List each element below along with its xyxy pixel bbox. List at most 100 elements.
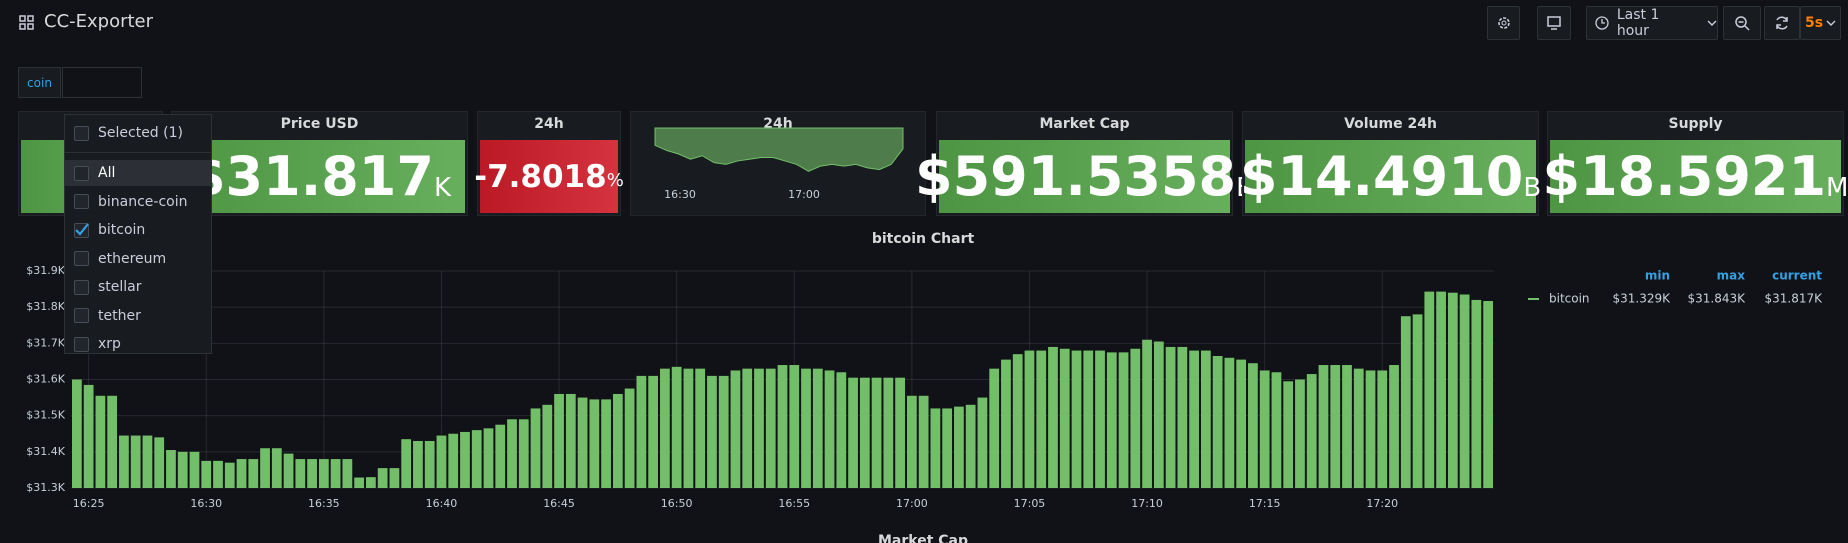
dropdown-option[interactable]: All: [65, 160, 211, 186]
dashboard-title[interactable]: CC-Exporter: [44, 11, 154, 32]
bar: [72, 379, 82, 488]
next-panel-title: Market Cap: [878, 533, 968, 543]
checkbox[interactable]: [74, 279, 89, 295]
bar: [954, 406, 964, 488]
x-tick-label: 16:35: [308, 497, 340, 510]
checkbox[interactable]: [74, 165, 89, 181]
legend-column-header: min: [1645, 269, 1670, 283]
apps-icon[interactable]: [19, 15, 35, 31]
panel-title: Volume 24h: [1344, 116, 1437, 132]
sparkline-area: [654, 127, 904, 172]
checkbox[interactable]: [74, 308, 89, 323]
checkbox[interactable]: [74, 194, 89, 209]
bar: [707, 375, 717, 488]
bar: [318, 459, 329, 488]
bar: [177, 451, 188, 488]
legend-column-header: current: [1772, 269, 1822, 283]
bar: [977, 397, 988, 488]
stat-panel: Price USD $31.817 K: [171, 111, 468, 216]
bar: [507, 419, 517, 488]
bar: [612, 393, 623, 488]
bar: [542, 404, 553, 488]
bar: [942, 408, 953, 488]
bar: [554, 393, 564, 488]
stat-unit: M: [1826, 172, 1848, 203]
stat-value-area: $14.4910 B: [1240, 140, 1541, 213]
bar: [448, 433, 459, 488]
zoom-out-button[interactable]: [1723, 6, 1761, 40]
bar: [295, 459, 306, 488]
refresh-button[interactable]: [1764, 6, 1800, 40]
option-label: binance-coin: [98, 193, 188, 210]
bar: [1059, 348, 1070, 488]
bar: [989, 368, 1000, 488]
x-tick-label: 16:25: [73, 497, 105, 510]
bar: [142, 435, 153, 488]
bar: [1001, 359, 1011, 488]
checkbox[interactable]: [74, 251, 89, 266]
dropdown-summary[interactable]: Selected (1): [65, 120, 211, 146]
y-tick-label: $31.4K: [26, 445, 65, 458]
bar: [1447, 292, 1458, 488]
bar: [307, 459, 317, 488]
bar: [213, 460, 223, 488]
stat-unit: K: [433, 172, 451, 203]
bar: [366, 477, 376, 488]
checkbox[interactable]: [74, 336, 89, 352]
variable-input[interactable]: [62, 67, 142, 98]
stat-value: -7.8018: [474, 158, 607, 195]
bar: [1259, 370, 1270, 488]
bar: [495, 424, 506, 488]
bar: [683, 368, 694, 488]
bar: [330, 459, 341, 488]
bar: [1377, 370, 1388, 488]
bar: [1236, 359, 1247, 488]
stat-value: $18.5921: [1542, 145, 1827, 208]
legend-value: $31.843K: [1688, 292, 1747, 306]
bar: [1330, 365, 1341, 488]
x-tick-label: 16:50: [661, 497, 693, 510]
dropdown-option[interactable]: bitcoin: [65, 217, 211, 243]
bar: [565, 393, 576, 488]
dropdown-option[interactable]: xrp: [65, 331, 211, 357]
bar: [812, 368, 823, 488]
bar: [1412, 314, 1423, 488]
bar: [189, 451, 200, 488]
bar: [95, 395, 106, 488]
bar: [1424, 291, 1435, 488]
bar: [848, 377, 858, 488]
bar: [601, 399, 611, 488]
dropdown-option[interactable]: tether: [65, 303, 211, 329]
bar: [1342, 365, 1352, 488]
x-tick-label: 17:10: [1131, 497, 1163, 510]
time-picker[interactable]: Last 1 hour: [1586, 6, 1718, 40]
bar: [1318, 365, 1329, 488]
bar: [636, 375, 647, 488]
view-mode-button[interactable]: [1537, 6, 1571, 40]
refresh-value: 5s: [1804, 15, 1824, 31]
x-tick-label: 17:00: [896, 497, 928, 510]
stat-panel: Market Cap $591.5358B: [915, 111, 1254, 216]
bar: [1436, 291, 1446, 488]
bar: [1071, 350, 1082, 488]
bar: [895, 377, 905, 488]
dropdown-option[interactable]: binance-coin: [65, 189, 211, 215]
checkbox[interactable]: [74, 222, 89, 238]
bar: [1083, 350, 1094, 488]
option-label: ethereum: [98, 250, 167, 267]
bar: [107, 395, 118, 488]
option-label: bitcoin: [98, 222, 146, 238]
bar: [342, 459, 353, 488]
bar: [1483, 301, 1493, 488]
bar: [1177, 346, 1188, 488]
bar: [1189, 350, 1199, 488]
stat-unit: B: [1523, 172, 1542, 203]
dropdown-option[interactable]: ethereum: [65, 246, 211, 272]
refresh-interval[interactable]: 5s: [1800, 6, 1841, 40]
bar: [1024, 350, 1035, 488]
bar: [377, 468, 388, 488]
sparkline-x-label: 17:00: [788, 188, 820, 201]
dropdown-option[interactable]: stellar: [65, 274, 211, 300]
settings-button[interactable]: [1487, 6, 1520, 40]
